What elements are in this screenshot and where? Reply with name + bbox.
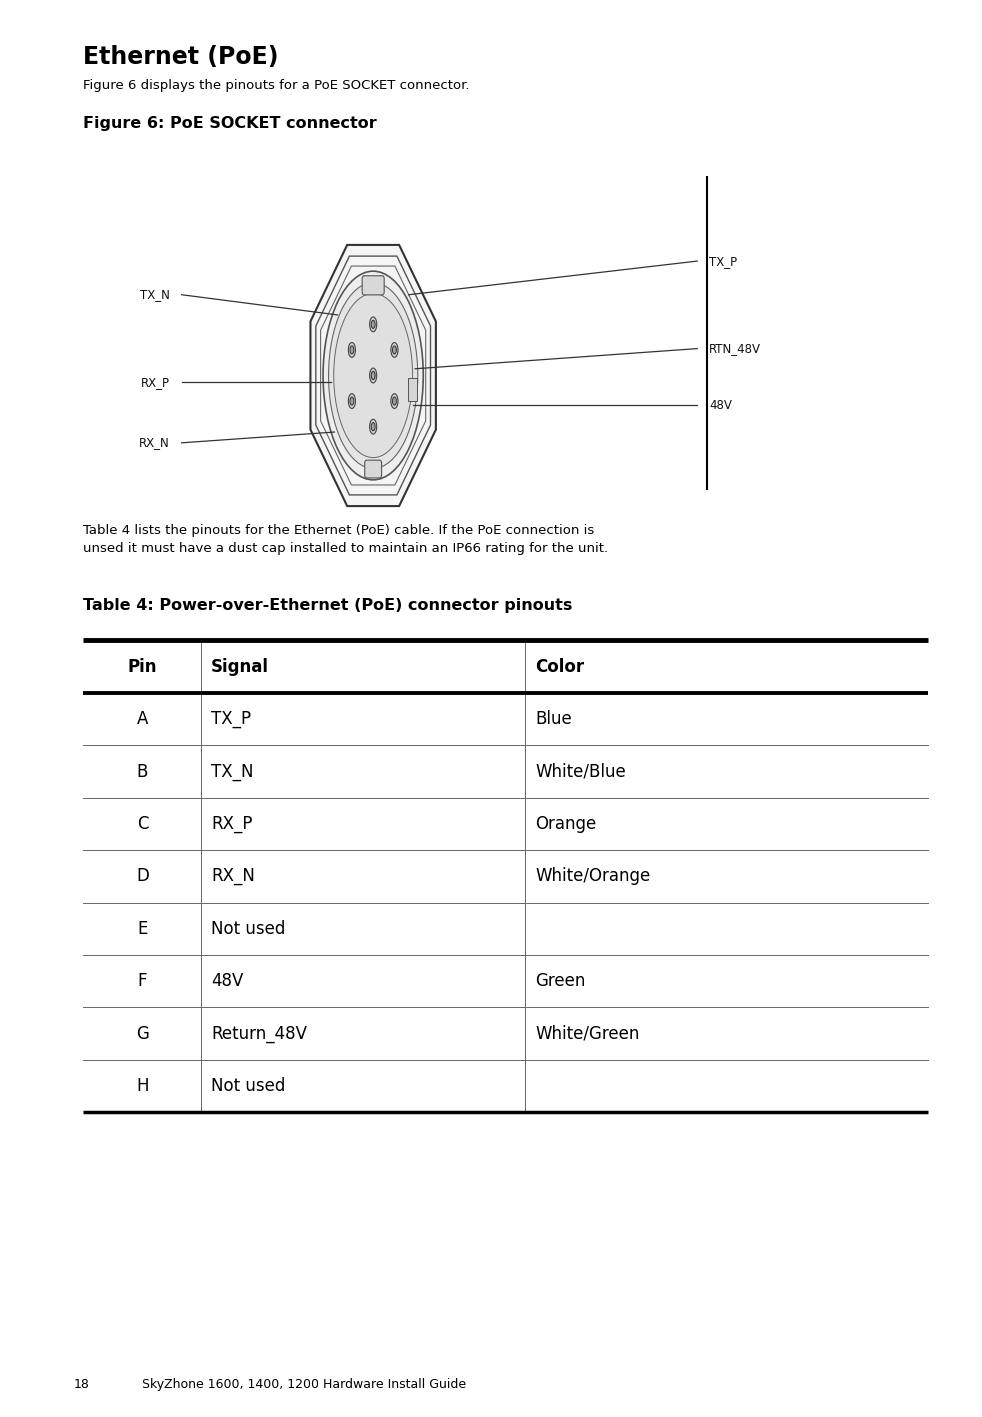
Ellipse shape [393,346,397,354]
Text: A: A [136,710,148,728]
Text: RTN_48V: RTN_48V [709,341,761,356]
Text: E: E [137,920,147,938]
Text: 48V: 48V [709,398,732,411]
Ellipse shape [350,397,354,405]
Text: Ethernet (PoE): Ethernet (PoE) [83,45,279,69]
Ellipse shape [369,317,377,332]
Ellipse shape [350,346,354,354]
Ellipse shape [393,397,397,405]
Ellipse shape [371,371,375,380]
FancyBboxPatch shape [364,461,382,478]
Text: Not used: Not used [211,1077,286,1095]
Text: TX_N: TX_N [140,288,170,302]
Text: TX_N: TX_N [211,762,253,781]
Ellipse shape [371,422,375,431]
Text: Signal: Signal [211,657,269,676]
Text: Table 4 lists the pinouts for the Ethernet (PoE) cable. If the PoE connection is: Table 4 lists the pinouts for the Ethern… [83,524,609,555]
Text: RX_P: RX_P [211,815,252,833]
Text: 18: 18 [74,1379,89,1391]
Text: RX_P: RX_P [140,376,170,388]
Text: Figure 6: PoE SOCKET connector: Figure 6: PoE SOCKET connector [83,116,377,132]
Ellipse shape [391,343,398,357]
Text: D: D [136,867,149,886]
Text: White/Green: White/Green [535,1024,639,1043]
Text: Return_48V: Return_48V [211,1024,307,1043]
Text: Color: Color [535,657,584,676]
Text: Figure 6 displays the pinouts for a PoE SOCKET connector.: Figure 6 displays the pinouts for a PoE … [83,79,470,92]
Text: C: C [136,815,148,833]
Text: White/Blue: White/Blue [535,762,626,781]
Ellipse shape [349,394,355,408]
FancyBboxPatch shape [408,378,417,401]
Text: G: G [136,1024,149,1043]
Ellipse shape [323,271,423,480]
Ellipse shape [369,419,377,434]
Ellipse shape [349,343,355,357]
Text: Orange: Orange [535,815,596,833]
Polygon shape [310,245,436,506]
Text: Not used: Not used [211,920,286,938]
Text: White/Orange: White/Orange [535,867,650,886]
Text: Green: Green [535,972,585,990]
Text: SkyZhone 1600, 1400, 1200 Hardware Install Guide: SkyZhone 1600, 1400, 1200 Hardware Insta… [142,1379,466,1391]
Text: TX_P: TX_P [709,255,737,268]
Ellipse shape [334,293,412,458]
Text: RX_N: RX_N [139,436,170,449]
Text: H: H [136,1077,148,1095]
Text: B: B [136,762,148,781]
Ellipse shape [369,368,377,383]
Text: F: F [137,972,147,990]
FancyBboxPatch shape [362,276,384,295]
Ellipse shape [391,394,398,408]
Ellipse shape [371,320,375,329]
Text: RX_N: RX_N [211,867,255,886]
Text: TX_P: TX_P [211,710,251,728]
Text: Blue: Blue [535,710,572,728]
Text: Pin: Pin [128,657,157,676]
Text: 48V: 48V [211,972,244,990]
Ellipse shape [329,282,417,469]
Text: Table 4: Power-over-Ethernet (PoE) connector pinouts: Table 4: Power-over-Ethernet (PoE) conne… [83,598,573,614]
